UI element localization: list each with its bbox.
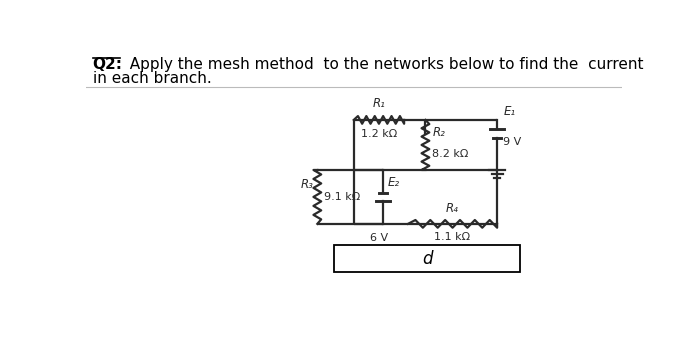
FancyBboxPatch shape bbox=[334, 245, 520, 272]
Text: 1.2 kΩ: 1.2 kΩ bbox=[361, 129, 397, 139]
Text: Apply the mesh method  to the networks below to find the  current: Apply the mesh method to the networks be… bbox=[120, 57, 644, 72]
Text: E₂: E₂ bbox=[388, 176, 400, 189]
Text: R₄: R₄ bbox=[446, 202, 459, 215]
Text: 8.2 kΩ: 8.2 kΩ bbox=[433, 149, 468, 159]
Text: R₁: R₁ bbox=[372, 97, 386, 110]
Text: 6 V: 6 V bbox=[370, 233, 388, 243]
Text: d: d bbox=[422, 249, 433, 268]
Text: 9.1 kΩ: 9.1 kΩ bbox=[323, 192, 360, 202]
Text: in each branch.: in each branch. bbox=[93, 71, 211, 86]
Text: 1.1 kΩ: 1.1 kΩ bbox=[435, 232, 471, 242]
Text: R₂: R₂ bbox=[433, 126, 445, 139]
Text: Q2:: Q2: bbox=[93, 57, 122, 72]
Text: E₁: E₁ bbox=[503, 105, 515, 118]
Text: 9 V: 9 V bbox=[503, 137, 522, 147]
Text: R₃: R₃ bbox=[301, 178, 314, 191]
